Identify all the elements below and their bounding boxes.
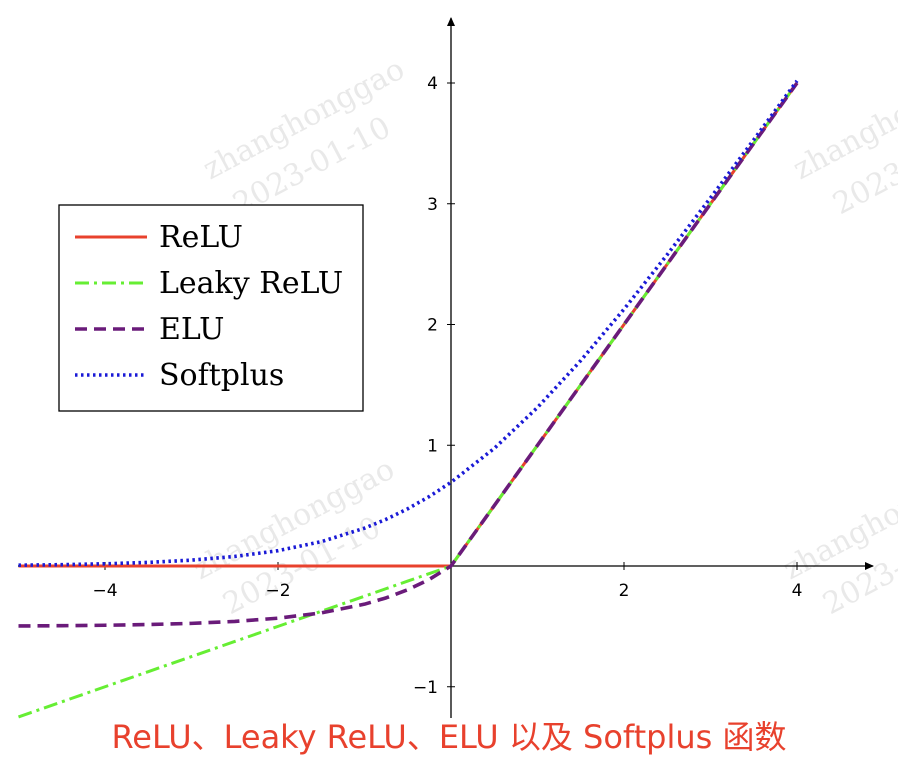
x-tick-label: 4 (792, 581, 803, 601)
ticks: −4 −2 2 4 −1 1 2 3 4 (92, 74, 802, 698)
x-tick-label: −2 (265, 581, 290, 601)
y-tick-label: 1 (427, 436, 438, 456)
legend-label: ReLU (159, 220, 243, 255)
y-tick-label: 4 (427, 74, 438, 94)
legend-box (58, 204, 364, 412)
y-tick-label: −1 (413, 678, 438, 698)
legend-label: ELU (159, 312, 224, 347)
y-tick-label: 2 (427, 316, 438, 336)
series-group (18, 79, 799, 719)
legend-label: Leaky ReLU (159, 266, 343, 301)
legend-label: Softplus (159, 358, 284, 393)
legend: ReLU Leaky ReLU ELU Softplus (58, 204, 364, 412)
series-elu (18, 81, 799, 628)
x-tick-label: 2 (619, 581, 630, 601)
series-softplus (18, 79, 799, 567)
y-tick-label: 3 (427, 195, 438, 215)
figure-caption: ReLU、Leaky ReLU、ELU 以及 Softplus 函数 (111, 718, 787, 756)
x-tick-label: −4 (92, 581, 117, 601)
